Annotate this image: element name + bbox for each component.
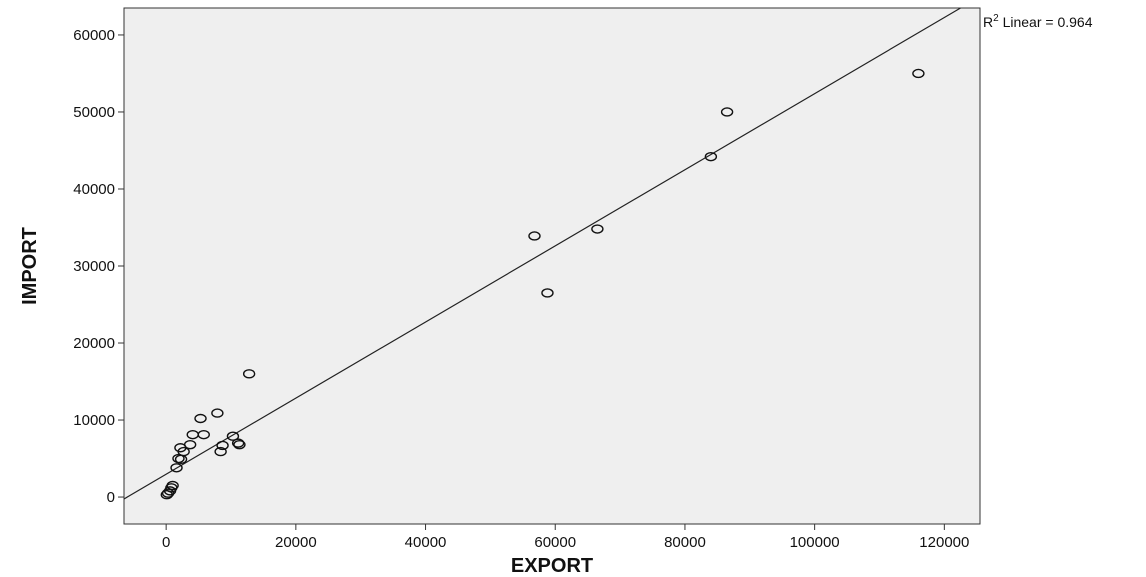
data-point: [591, 224, 604, 234]
data-point: [541, 288, 554, 298]
data-point: [174, 454, 188, 465]
data-point: [216, 440, 229, 451]
data-point: [226, 431, 240, 441]
x-tick-label: 20000: [275, 534, 317, 551]
y-tick-label: 60000: [73, 27, 115, 44]
data-point: [197, 429, 210, 440]
fit-line: [123, 7, 961, 500]
y-axis-title: IMPORT: [19, 227, 41, 305]
data-point: [214, 446, 227, 457]
x-tick-label: 100000: [790, 534, 840, 551]
x-tick-label: 120000: [919, 534, 969, 551]
data-point: [242, 369, 256, 379]
y-tick-label: 0: [107, 489, 115, 506]
data-point: [233, 439, 246, 450]
y-tick-label: 50000: [73, 104, 115, 121]
data-point: [161, 488, 175, 498]
x-tick-label: 40000: [405, 534, 447, 551]
data-point: [528, 231, 541, 241]
plot-area: [123, 7, 981, 525]
fit-line-layer: [123, 7, 961, 500]
r2-annotation-label: Linear: [999, 14, 1042, 30]
data-point: [194, 413, 207, 424]
y-tick-label: 20000: [73, 335, 115, 352]
data-point: [211, 408, 224, 418]
data-point: [231, 438, 245, 448]
points-layer: [160, 68, 925, 500]
x-tick-label: 60000: [534, 534, 576, 551]
data-point: [720, 107, 734, 117]
y-axis: 0 10000 20000 30000 40000 50000 60000: [73, 27, 124, 506]
data-point: [704, 151, 718, 162]
data-point: [170, 463, 183, 473]
r2-annotation-value: = 0.964: [1042, 14, 1093, 30]
x-tick-label: 80000: [664, 534, 706, 551]
y-tick-label: 30000: [73, 258, 115, 275]
x-axis: 0 20000 40000 60000 80000 100000 120000: [162, 524, 969, 551]
x-axis-title: EXPORT: [511, 555, 593, 577]
data-point: [160, 490, 174, 500]
y-tick-label: 40000: [73, 181, 115, 198]
x-tick-label: 0: [162, 534, 170, 551]
y-tick-label: 10000: [73, 412, 115, 429]
r2-annotation: R2 Linear = 0.964: [983, 13, 1093, 30]
data-point: [912, 68, 925, 79]
